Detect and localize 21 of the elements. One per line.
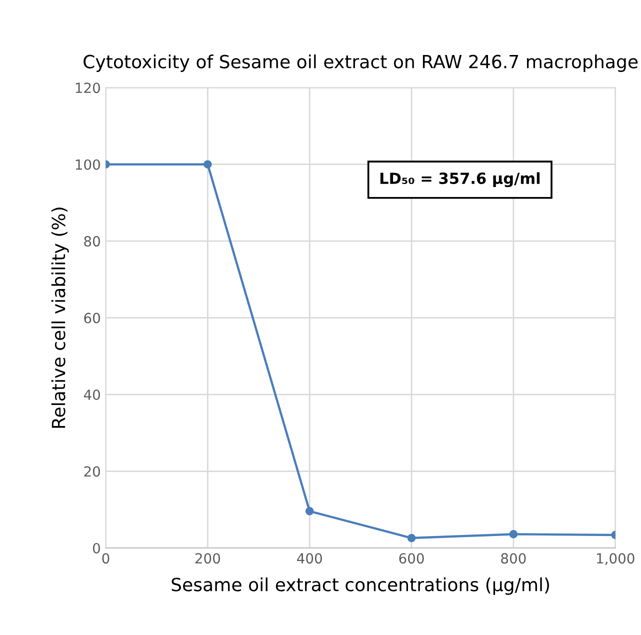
y-tick-label: 20 bbox=[84, 466, 100, 477]
y-tick-label: 100 bbox=[76, 159, 100, 170]
x-tick-label: 0 bbox=[102, 553, 110, 564]
y-tick-label: 80 bbox=[84, 236, 100, 247]
y-axis-title: Relative cell viability (%) bbox=[51, 208, 69, 428]
y-tick-label: 0 bbox=[92, 542, 100, 554]
x-tick-label: 200 bbox=[195, 553, 220, 564]
point bbox=[509, 530, 518, 538]
point bbox=[407, 534, 416, 542]
x-tick-label: 600 bbox=[399, 553, 424, 564]
x-axis-title: Sesame oil extract concentrations (µg/ml) bbox=[172, 577, 550, 595]
point bbox=[204, 160, 212, 169]
y-tick-label: 120 bbox=[76, 82, 100, 94]
annotation: LD₅₀ = 357.6 µg/ml bbox=[380, 172, 540, 188]
x-tick-label: 800 bbox=[501, 553, 526, 564]
y-tick-label: 60 bbox=[84, 312, 100, 324]
point bbox=[305, 507, 314, 516]
y-tick-label: 40 bbox=[84, 390, 100, 400]
chart-title: Cytotoxicity of Sesame oil extract on RAW 246.7 macrophage bbox=[84, 54, 638, 72]
x-tick-label: 1,000 bbox=[597, 553, 634, 566]
x-tick-label: 400 bbox=[297, 553, 322, 564]
